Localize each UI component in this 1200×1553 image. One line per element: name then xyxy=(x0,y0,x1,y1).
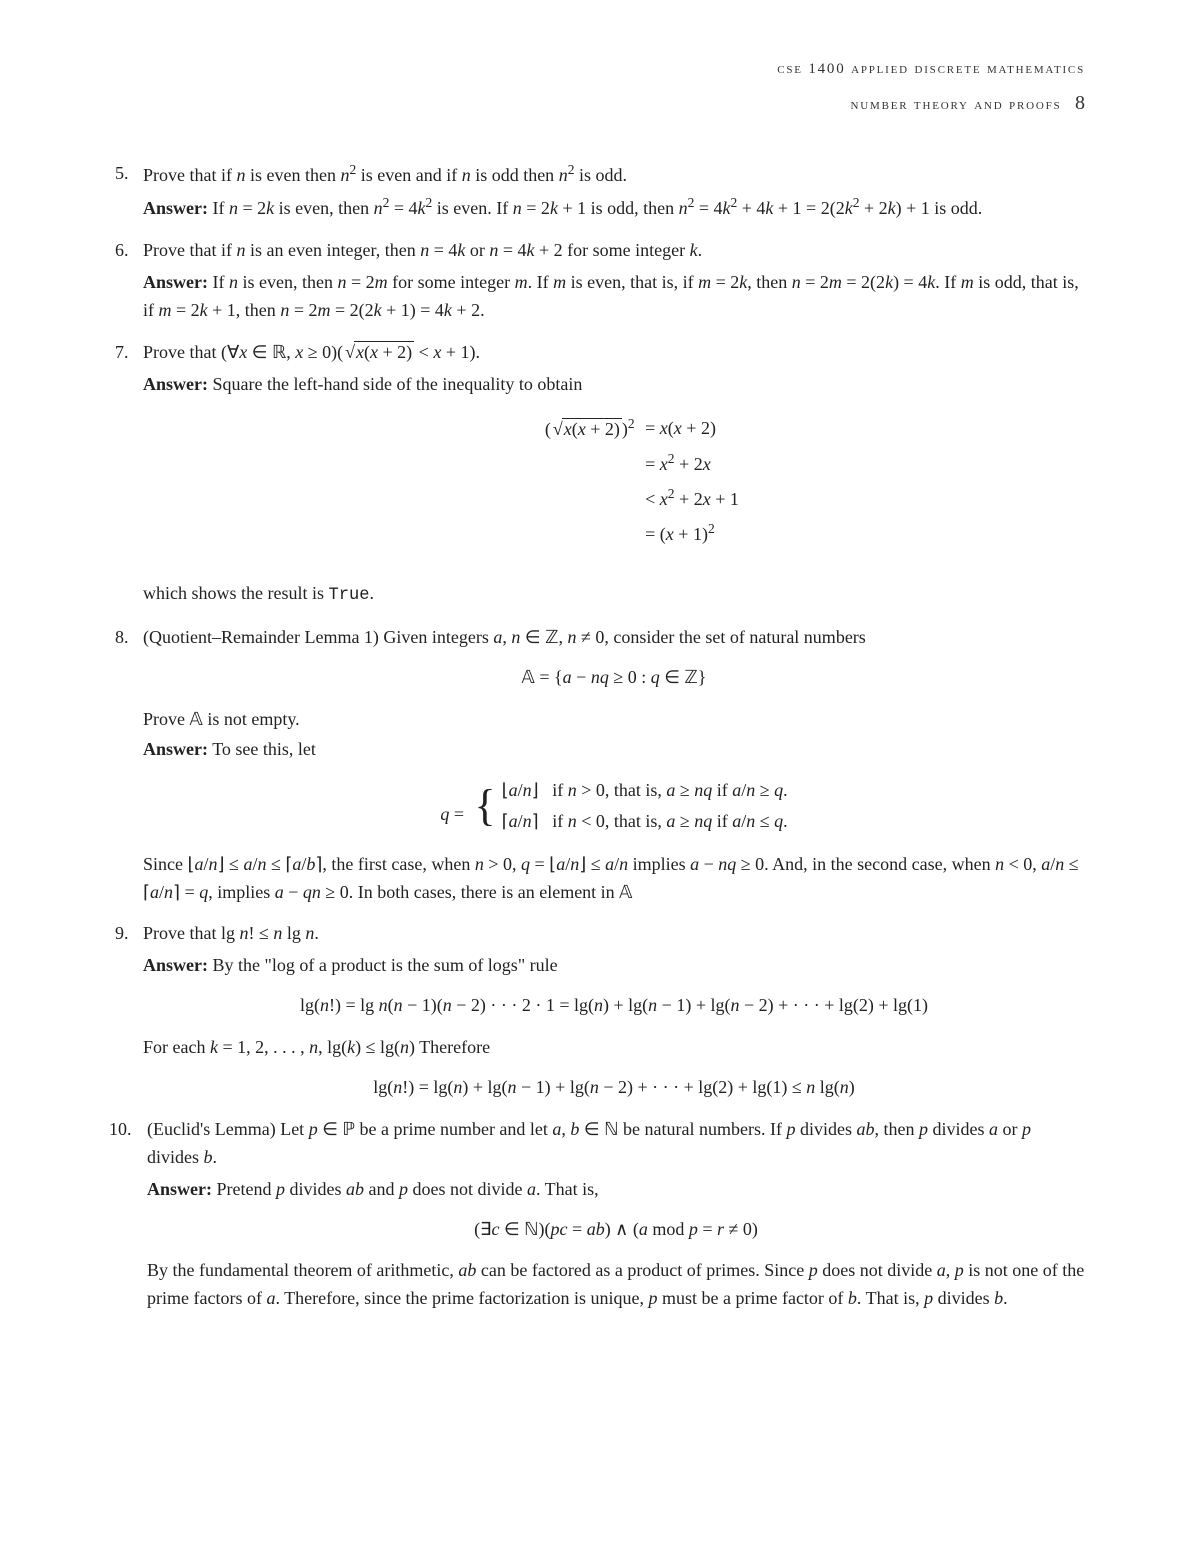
problem-5-question: Prove that if n is even then n2 is even … xyxy=(143,160,1085,190)
problem-10-answer: Answer: Pretend p divides ab and p does … xyxy=(147,1176,1085,1204)
problem-8-answer: Answer: To see this, let xyxy=(143,736,1085,764)
section-title: number theory and proofs 8 xyxy=(115,84,1085,122)
course-title: cse 1400 applied discrete mathematics xyxy=(115,55,1085,84)
problem-10-tail: By the fundamental theorem of arithmetic… xyxy=(147,1257,1085,1313)
brace-icon: { xyxy=(475,786,496,826)
problem-10-question: (Euclid's Lemma) Let p ∈ ℙ be a prime nu… xyxy=(147,1116,1085,1172)
problem-8-question-1: (Quotient–Remainder Lemma 1) Given integ… xyxy=(143,624,1085,652)
problem-6-question: Prove that if n is an even integer, then… xyxy=(143,237,1085,265)
sqrt-icon: √x(x + 2) xyxy=(343,339,414,367)
problem-10-eq: (∃c ∈ ℕ)(pc = ab) ∧ (a mod p = r ≠ 0) xyxy=(147,1216,1085,1244)
problem-7: Prove that (∀x ∈ ℝ, x ≥ 0)(√x(x + 2) < x… xyxy=(115,339,1085,610)
problem-list: Prove that if n is even then n2 is even … xyxy=(115,160,1085,1314)
problem-7-equation: (√x(x + 2))2 = x(x + 2) = x2 + 2x < x2 +… xyxy=(143,411,1085,561)
problem-8: (Quotient–Remainder Lemma 1) Given integ… xyxy=(115,624,1085,907)
problem-9-mid: For each k = 1, 2, . . . , n, lg(k) ≤ lg… xyxy=(143,1034,1085,1062)
problem-6-answer: Answer: If n is even, then n = 2m for so… xyxy=(143,269,1085,325)
problem-5-answer: Answer: If n = 2k is even, then n2 = 4k2… xyxy=(143,193,1085,223)
problem-9: Prove that lg n! ≤ n lg n. Answer: By th… xyxy=(115,920,1085,1101)
problem-6: Prove that if n is an even integer, then… xyxy=(115,237,1085,325)
problem-9-question: Prove that lg n! ≤ n lg n. xyxy=(143,920,1085,948)
problem-8-set-eq: 𝔸 = {a − nq ≥ 0 : q ∈ ℤ} xyxy=(143,664,1085,692)
problem-9-eq1: lg(n!) = lg n(n − 1)(n − 2) · · · 2 · 1 … xyxy=(143,992,1085,1020)
page-header: cse 1400 applied discrete mathematics nu… xyxy=(115,55,1085,122)
problem-9-answer: Answer: By the "log of a product is the … xyxy=(143,952,1085,980)
problem-5: Prove that if n is even then n2 is even … xyxy=(115,160,1085,224)
page: cse 1400 applied discrete mathematics nu… xyxy=(0,0,1200,1553)
problem-10: (Euclid's Lemma) Let p ∈ ℙ be a prime nu… xyxy=(115,1116,1085,1313)
problem-7-question: Prove that (∀x ∈ ℝ, x ≥ 0)(√x(x + 2) < x… xyxy=(143,339,1085,367)
problem-7-answer: Answer: Square the left-hand side of the… xyxy=(143,371,1085,399)
problem-8-cases: q = { ⌊a/n⌋ if n > 0, that is, a ≥ nq if… xyxy=(143,775,1085,836)
page-number: 8 xyxy=(1075,92,1085,114)
problem-8-tail: Since ⌊a/n⌋ ≤ a/n ≤ ⌈a/b⌉, the first cas… xyxy=(143,851,1085,907)
problem-8-question-2: Prove 𝔸 is not empty. xyxy=(143,706,1085,734)
problem-9-eq2: lg(n!) = lg(n) + lg(n − 1) + lg(n − 2) +… xyxy=(143,1074,1085,1102)
problem-7-conclusion: which shows the result is True. xyxy=(143,580,1085,609)
